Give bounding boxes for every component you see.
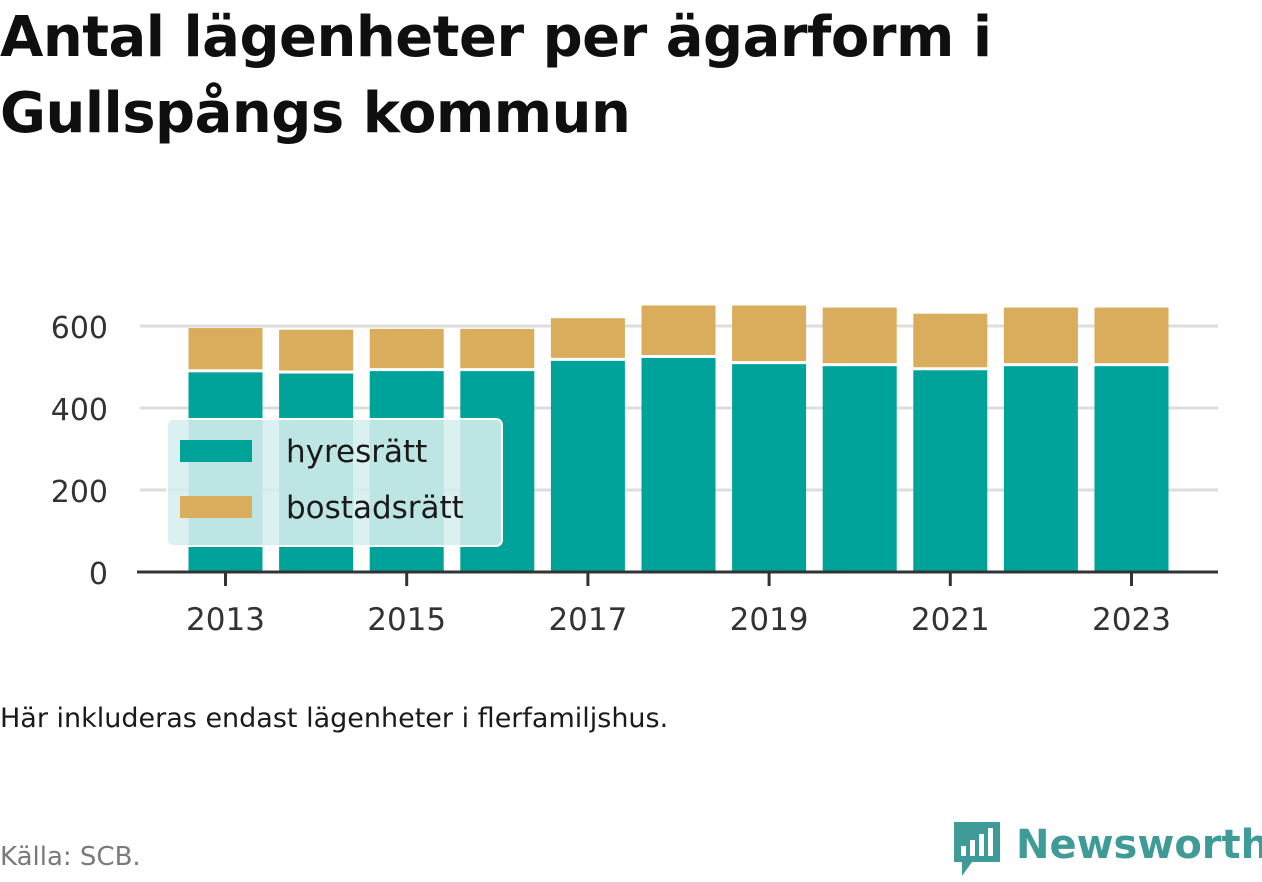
bar-bostadsratt-2019 xyxy=(732,305,807,362)
bar-hyresratt-2020 xyxy=(822,366,897,572)
bar-hyresratt-2023 xyxy=(1094,366,1169,572)
bar-bostadsratt-2021 xyxy=(913,313,988,368)
bar-hyresratt-2022 xyxy=(1003,366,1078,572)
bar-hyresratt-2018 xyxy=(641,357,716,572)
chart-title: Antal lägenheter per ägarform i Gullspån… xyxy=(0,5,992,146)
legend-label-bostadsratt: bostadsrätt xyxy=(286,490,464,526)
brand-name: Newsworthy xyxy=(1016,822,1262,868)
bar-bostadsratt-2022 xyxy=(1003,307,1078,364)
newsworthy-chart-icon xyxy=(954,822,1000,876)
bar-bostadsratt-2023 xyxy=(1094,307,1169,364)
legend-swatch-bostadsratt xyxy=(180,496,252,518)
bar-bostadsratt-2015 xyxy=(369,328,444,369)
x-tick-label: 2017 xyxy=(548,602,627,638)
bar-bostadsratt-2017 xyxy=(550,318,625,358)
x-tick-label: 2023 xyxy=(1092,602,1171,638)
x-tick-label: 2019 xyxy=(730,602,809,638)
newsworthy-logo: Newsworthy xyxy=(950,820,1262,878)
legend-swatch-hyresratt xyxy=(180,440,252,462)
y-tick-label: 400 xyxy=(51,393,108,428)
bar-bostadsratt-2016 xyxy=(460,328,535,369)
bar-bostadsratt-2013 xyxy=(188,328,263,370)
source-text: Källa: SCB. xyxy=(0,842,141,872)
x-tick-label: 2013 xyxy=(186,602,265,638)
y-tick-label: 0 xyxy=(89,557,108,592)
bar-bostadsratt-2020 xyxy=(822,307,897,364)
bar-hyresratt-2017 xyxy=(550,360,625,572)
x-tick-label: 2021 xyxy=(911,602,990,638)
y-tick-label: 600 xyxy=(51,311,108,346)
stacked-bar-chart: 0 200 400 600 2013 2015 2017 2019 2021 2023 hyres… xyxy=(51,305,1218,638)
chart-note: Här inkluderas endast lägenheter i flerf… xyxy=(0,703,669,734)
bar-hyresratt-2019 xyxy=(732,364,807,572)
bar-hyresratt-2021 xyxy=(913,370,988,572)
x-tick-label: 2015 xyxy=(367,602,446,638)
bar-bostadsratt-2018 xyxy=(641,305,716,355)
axes: 0 200 400 600 2013 2015 2017 2019 2021 2023 xyxy=(51,311,1218,638)
legend: hyresrätt bostadsrätt xyxy=(166,418,503,547)
bar-bostadsratt-2014 xyxy=(279,329,354,371)
y-tick-label: 200 xyxy=(51,475,108,510)
legend-label-hyresratt: hyresrätt xyxy=(286,434,427,470)
